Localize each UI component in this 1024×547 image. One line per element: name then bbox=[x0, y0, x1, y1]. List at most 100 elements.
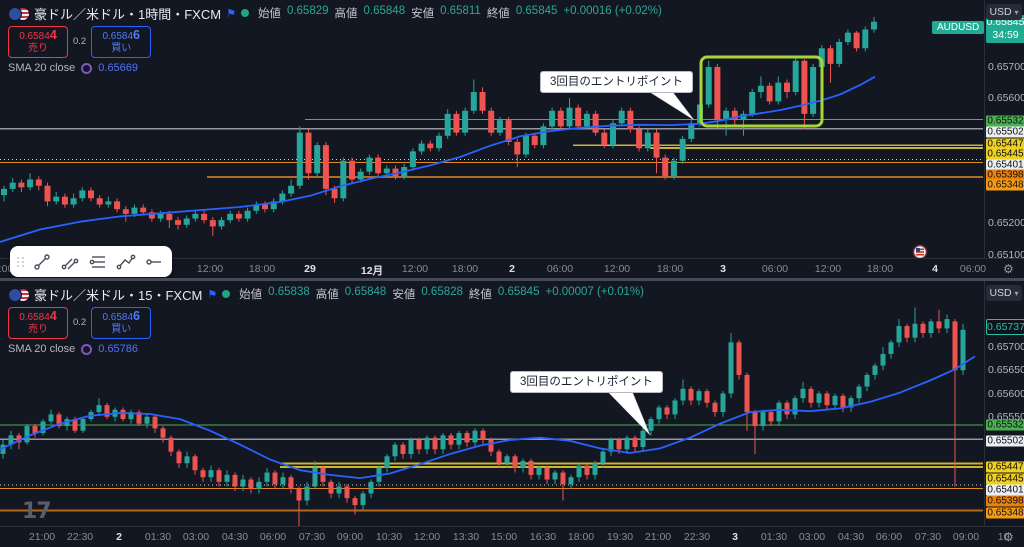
candle bbox=[432, 435, 438, 454]
candle bbox=[122, 206, 129, 222]
symbol-title[interactable]: 豪ドル／米ドル・15・FXCM bbox=[34, 287, 203, 303]
annotation-entry-point[interactable]: 3回目のエントリポイント bbox=[510, 371, 663, 393]
candle bbox=[479, 87, 486, 114]
buy-button[interactable]: 0.65846 買い bbox=[91, 306, 152, 339]
price-level-badge: 0.65447 bbox=[986, 461, 1024, 473]
ohlc-readout: 始値 0.65838 高値 0.65848 安値 0.65828 終値 0.65845 … bbox=[239, 286, 644, 301]
candle bbox=[752, 409, 758, 454]
candlestick-chart-1h[interactable] bbox=[0, 0, 983, 258]
candlestick-chart-15m[interactable] bbox=[0, 281, 983, 526]
candle bbox=[27, 173, 34, 191]
candle bbox=[601, 129, 608, 149]
candle bbox=[96, 195, 103, 208]
price-level-badge: 0.65447 bbox=[986, 138, 1024, 149]
candle bbox=[610, 120, 616, 149]
flag-bookmark-icon[interactable]: ⚑ bbox=[226, 7, 236, 20]
candle bbox=[888, 340, 894, 359]
candle bbox=[679, 135, 686, 164]
candle bbox=[357, 168, 364, 183]
sell-button[interactable]: 0.65844 売り bbox=[8, 25, 68, 58]
candle bbox=[520, 458, 526, 473]
candle bbox=[105, 196, 112, 208]
sma-20-line[interactable] bbox=[0, 75, 876, 243]
candle bbox=[384, 453, 390, 473]
candle bbox=[392, 442, 398, 461]
time-axis-15m[interactable]: ⚙ 21:00 22:30 2 01:30 03:00 04:30 06:00 07:30 09:… bbox=[0, 526, 1024, 547]
time-axis-label: 19:30 bbox=[606, 531, 634, 543]
axis-price-label: 0.65200 bbox=[988, 217, 1024, 230]
gear-icon[interactable]: ⚙ bbox=[1003, 262, 1014, 276]
change-value: +0.00016 (+0.02%) bbox=[563, 5, 662, 17]
candle bbox=[632, 435, 638, 452]
candle bbox=[952, 319, 958, 487]
sma-label[interactable]: SMA 20 close bbox=[8, 62, 76, 74]
annotation-entry-point[interactable]: 3回目のエントリポイント bbox=[540, 71, 693, 93]
flag-bookmark-icon[interactable]: ⚑ bbox=[207, 288, 218, 301]
currency-dropdown[interactable]: USD ▾ bbox=[986, 285, 1022, 301]
price-axis-15m[interactable]: 0.657500.657000.656500.656000.655500.655… bbox=[984, 281, 1024, 547]
candle bbox=[280, 472, 286, 489]
horizontal-lines-icon[interactable] bbox=[86, 250, 110, 274]
tradingview-logo[interactable]: 17 bbox=[22, 499, 52, 524]
sma-indicator-icon[interactable] bbox=[81, 343, 93, 355]
polyline-path-icon[interactable] bbox=[114, 250, 138, 274]
time-axis-label: 09:00 bbox=[952, 531, 980, 543]
sma-indicator-icon[interactable] bbox=[81, 62, 93, 74]
candle bbox=[928, 319, 934, 338]
price-level-badge: 0.65502 bbox=[986, 435, 1024, 447]
sma-label[interactable]: SMA 20 close bbox=[8, 343, 76, 355]
candle bbox=[488, 437, 494, 457]
currency-pair-icon bbox=[8, 287, 30, 302]
candle bbox=[248, 477, 254, 494]
candle bbox=[568, 474, 574, 489]
annotation-tail bbox=[647, 90, 695, 121]
candle bbox=[444, 109, 451, 139]
candle bbox=[704, 388, 710, 408]
candle bbox=[79, 187, 86, 202]
currency-dropdown[interactable]: USD ▾ bbox=[986, 4, 1022, 20]
buy-button[interactable]: 0.65846 買い bbox=[91, 25, 152, 58]
time-axis-label: 16:30 bbox=[529, 531, 557, 543]
candle bbox=[456, 430, 462, 450]
candle bbox=[728, 333, 734, 399]
candle bbox=[768, 409, 774, 427]
candle bbox=[808, 386, 814, 408]
candle bbox=[800, 381, 806, 403]
highlight-box[interactable] bbox=[699, 55, 824, 128]
gear-icon[interactable]: ⚙ bbox=[1003, 530, 1014, 544]
trend-line-icon[interactable] bbox=[30, 250, 54, 274]
candle bbox=[480, 428, 486, 445]
candle bbox=[696, 388, 702, 406]
time-axis-label: 2 bbox=[116, 531, 122, 543]
candle bbox=[64, 416, 70, 431]
price-axis-1h[interactable]: 0.65700 0.65600 0.65200 0.65100 0.65532 0.655… bbox=[984, 0, 1024, 278]
sma-value: 0.65669 bbox=[98, 62, 139, 74]
time-axis-label: 03:00 bbox=[798, 531, 826, 543]
time-axis-label: 06:00 bbox=[546, 263, 574, 275]
candle bbox=[766, 82, 773, 105]
time-axis-label: 18:00 bbox=[656, 263, 684, 275]
symbol-price-tag: AUDUSD bbox=[932, 21, 985, 34]
candle bbox=[192, 453, 198, 475]
candle bbox=[827, 45, 834, 83]
economic-event-us-flag-icon[interactable] bbox=[912, 244, 928, 259]
time-axis-label: 10:30 bbox=[375, 531, 403, 543]
parallel-channel-icon[interactable] bbox=[58, 250, 82, 274]
toolbar-drag-handle-icon[interactable] bbox=[16, 253, 26, 271]
sell-button[interactable]: 0.65844 売り bbox=[8, 306, 68, 339]
symbol-title[interactable]: 豪ドル／米ドル・1時間・FXCM bbox=[34, 6, 222, 22]
candle bbox=[392, 165, 399, 180]
candle bbox=[705, 60, 712, 108]
candle bbox=[920, 321, 926, 338]
candle bbox=[644, 129, 651, 152]
axis-price-label: 0.65600 bbox=[988, 387, 1024, 400]
candle bbox=[592, 110, 599, 136]
pane-separator[interactable] bbox=[0, 278, 1024, 281]
candle bbox=[366, 154, 373, 175]
candle bbox=[653, 129, 660, 174]
change-value: +0.00007 (+0.01%) bbox=[545, 286, 644, 298]
horizontal-ray-icon[interactable] bbox=[142, 250, 166, 274]
sma-20-line[interactable] bbox=[0, 355, 976, 480]
candle bbox=[836, 38, 843, 67]
